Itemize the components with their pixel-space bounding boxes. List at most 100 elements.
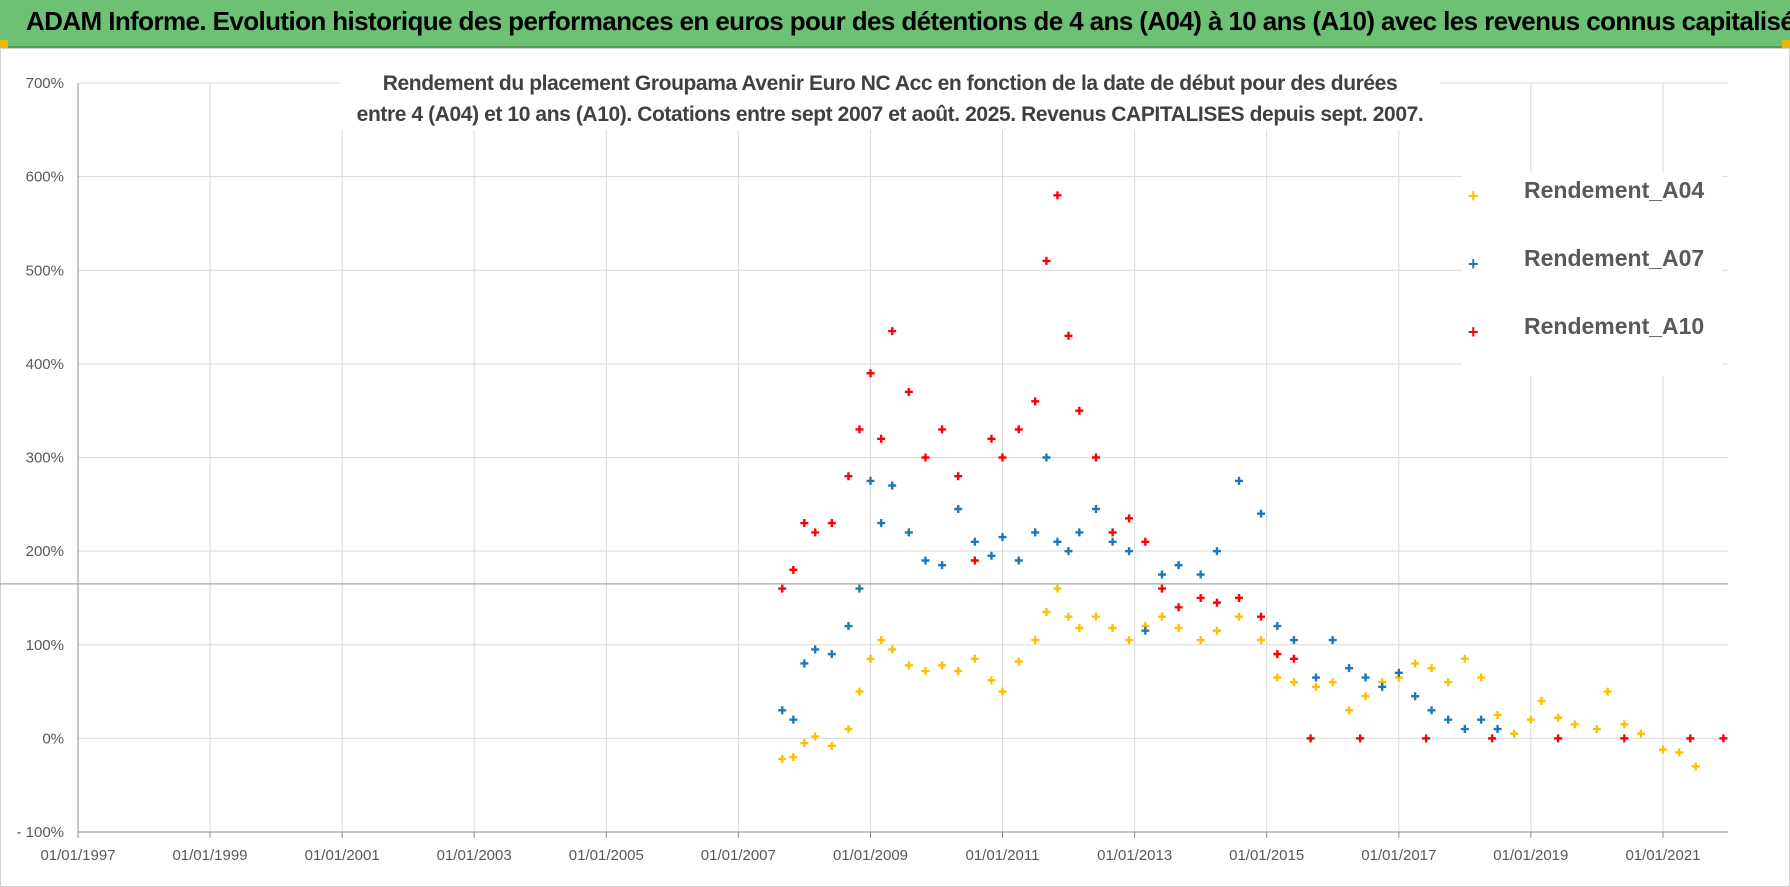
rendement-a04-point <box>970 654 979 663</box>
rendement-a10-point <box>1719 734 1728 743</box>
rendement-a07-point <box>1378 682 1387 691</box>
rendement-a10-point <box>866 369 875 378</box>
rendement-a04-point <box>1526 715 1535 724</box>
legend-label-a10: Rendement_A10 <box>1524 313 1705 339</box>
rendement-a07-point <box>938 561 947 570</box>
rendement-a10-point <box>1289 654 1298 663</box>
rendement-a04-point <box>938 661 947 670</box>
rendement-a10-point <box>1064 331 1073 340</box>
rendement-a10-point <box>1273 650 1282 659</box>
rendement-a10-point <box>1235 593 1243 602</box>
rendement-a04-point <box>1235 612 1243 621</box>
rendement-a07-point <box>1064 547 1073 556</box>
rendement-a07-point <box>1042 453 1051 462</box>
rendement-a04-point <box>1620 720 1629 729</box>
rendement-a07-point <box>1444 715 1453 724</box>
rendement-a07-point <box>954 504 963 513</box>
rendement-a10-point <box>1174 603 1183 612</box>
rendement-a04-point <box>1273 673 1282 682</box>
x-tick-label: 01/01/2001 <box>305 847 380 864</box>
rendement-a10-point <box>1212 598 1221 607</box>
rendement-a07-point <box>789 715 798 724</box>
rendement-a07-point <box>1289 636 1298 645</box>
rendement-a04-point <box>1064 612 1073 621</box>
rendement-a10-point <box>844 472 853 481</box>
y-tick-label: 0% <box>42 730 64 747</box>
rendement-a04-point <box>904 661 913 670</box>
rendement-a04-point <box>1554 713 1563 722</box>
rendement-a04-point <box>778 754 787 763</box>
rendement-a04-point <box>1345 706 1354 715</box>
x-tick-label: 01/01/2021 <box>1625 847 1700 864</box>
rendement-a04-point <box>1659 745 1667 754</box>
rendement-a04-point <box>1014 657 1023 666</box>
rendement-a04-point <box>827 741 836 750</box>
rendement-a07-point <box>827 650 836 659</box>
rendement-a07-point <box>811 645 820 654</box>
rendement-a10-point <box>1108 528 1117 537</box>
rendement-a04-point <box>1091 612 1100 621</box>
rendement-a04-point <box>1196 636 1205 645</box>
rendement-a07-point <box>1411 692 1420 701</box>
rendement-a04-point <box>1031 636 1040 645</box>
rendement-a07-point <box>1394 668 1403 677</box>
rendement-a04-point <box>1289 678 1298 687</box>
legend-marker-a07: + <box>1468 254 1479 274</box>
rendement-a04-point <box>1477 673 1486 682</box>
rendement-a10-point <box>1488 734 1497 743</box>
y-tick-label: 400% <box>26 356 64 373</box>
rendement-a04-point <box>1460 654 1469 663</box>
rendement-a04-point <box>1212 626 1221 635</box>
rendement-a04-point <box>1053 584 1062 593</box>
corner-marker-right <box>1782 40 1790 48</box>
rendement-a07-point <box>1075 528 1084 537</box>
rendement-a04-point <box>811 732 820 741</box>
chart-title-line-2: entre 4 (A04) et 10 ans (A10). Cotations… <box>356 103 1424 126</box>
rendement-a10-point <box>1422 734 1431 743</box>
x-tick-label: 01/01/1997 <box>40 847 115 864</box>
rendement-a07-point <box>1235 476 1243 485</box>
y-tick-label: 300% <box>26 450 64 467</box>
legend-item-a04: + Rendement_A04 <box>1462 172 1722 240</box>
rendement-a07-point <box>1477 715 1486 724</box>
rendement-a04-point <box>1444 678 1453 687</box>
rendement-a04-point <box>1328 678 1337 687</box>
rendement-a10-point <box>800 519 809 528</box>
rendement-a04-point <box>800 739 809 748</box>
rendement-a10-point <box>1356 734 1365 743</box>
rendement-a10-point <box>1042 256 1051 265</box>
x-tick-label: 01/01/2009 <box>833 847 908 864</box>
rendement-a07-point <box>904 528 913 537</box>
rendement-a07-point <box>1312 673 1321 682</box>
y-tick-label: 100% <box>26 637 64 654</box>
rendement-a04-point <box>1675 748 1684 757</box>
y-tick-label: 700% <box>26 75 64 92</box>
rendement-a07-point <box>1031 528 1040 537</box>
rendement-a10-point <box>855 425 864 434</box>
rendement-a07-point <box>1091 504 1100 513</box>
rendement-a07-point <box>778 706 787 715</box>
rendement-a04-point <box>1257 636 1266 645</box>
rendement-a07-point <box>1108 537 1117 546</box>
rendement-a04-point <box>1636 729 1645 738</box>
rendement-a07-point <box>866 476 875 485</box>
rendement-a04-point <box>1075 623 1084 632</box>
rendement-a10-point <box>921 453 930 462</box>
rendement-a04-point <box>954 666 963 675</box>
x-tick-label: 01/01/1999 <box>172 847 247 864</box>
y-tick-label: 200% <box>26 543 64 560</box>
rendement-a04-point <box>1537 696 1546 705</box>
rendement-a10-point <box>888 327 897 336</box>
x-tick-label: 01/01/2017 <box>1361 847 1436 864</box>
rendement-a10-point <box>827 519 836 528</box>
rendement-a10-point <box>1157 584 1166 593</box>
rendement-a04-point <box>1108 623 1117 632</box>
rendement-a04-point <box>789 753 798 762</box>
rendement-a04-point <box>998 687 1007 696</box>
chart-title-line-1: Rendement du placement Groupama Avenir E… <box>382 72 1398 95</box>
rendement-a10-point <box>1031 397 1040 406</box>
rendement-a04-point <box>1174 623 1183 632</box>
rendement-a07-point <box>1125 547 1134 556</box>
rendement-a07-point <box>1328 636 1337 645</box>
legend-label-a04: Rendement_A04 <box>1524 177 1705 203</box>
